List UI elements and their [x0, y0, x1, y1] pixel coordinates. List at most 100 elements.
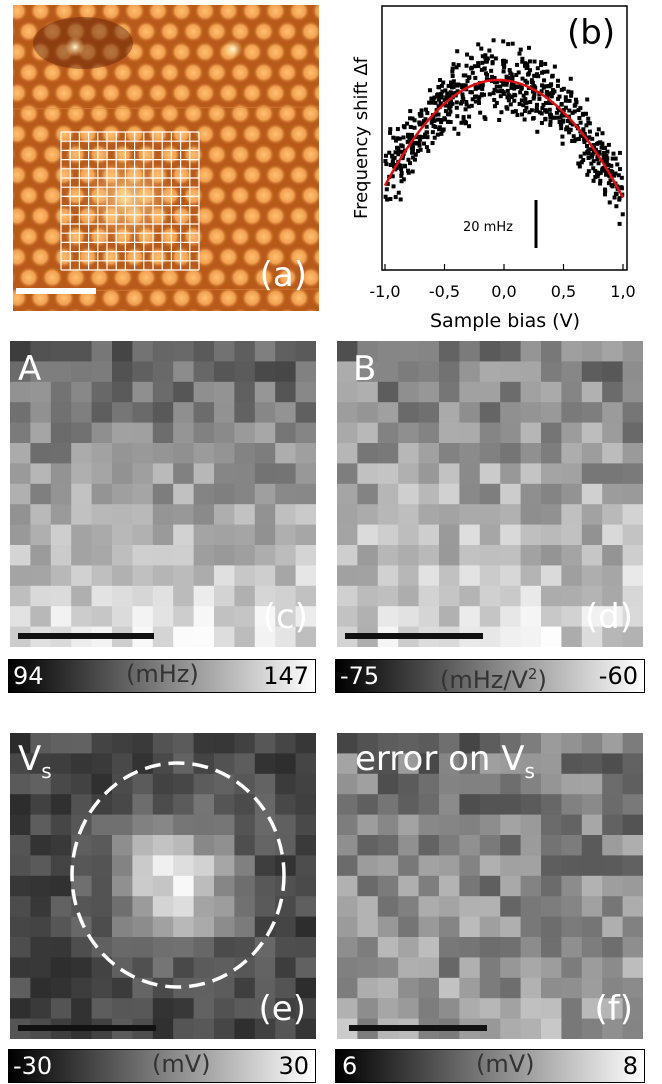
- panel-e-label: (e): [258, 989, 306, 1029]
- map-pixel: [152, 875, 174, 897]
- map-pixel: [152, 606, 174, 628]
- scatter-point: [591, 178, 596, 183]
- scatter-point: [605, 162, 610, 167]
- map-pixel: [254, 937, 276, 958]
- scatter-point: [527, 110, 532, 115]
- map-pixel: [132, 402, 154, 424]
- map-pixel: [152, 545, 174, 566]
- scatter-point: [447, 94, 452, 99]
- map-pixel: [91, 814, 113, 836]
- scatter-point: [384, 162, 389, 167]
- scatter-point: [581, 158, 586, 163]
- map-pixel: [295, 463, 316, 485]
- map-pixel: [439, 896, 460, 918]
- map-pixel: [459, 835, 481, 856]
- stm-atom: [100, 5, 122, 22]
- map-pixel: [234, 937, 256, 958]
- stm-atom: [288, 164, 310, 186]
- map-pixel: [193, 794, 215, 816]
- scatter-point: [483, 55, 488, 60]
- map-pixel: [71, 937, 93, 958]
- map-pixel: [561, 402, 583, 424]
- scatter-point: [569, 90, 574, 95]
- scatter-point: [482, 66, 487, 71]
- map-pixel: [112, 733, 133, 754]
- map-pixel: [214, 733, 235, 754]
- map-pixel: [71, 606, 93, 628]
- scatter-point: [577, 116, 582, 121]
- scatter-point: [439, 95, 444, 100]
- scan-line: [13, 106, 319, 110]
- scatter-point: [593, 175, 598, 180]
- scatter-point: [529, 85, 534, 90]
- stm-atom: [264, 246, 287, 268]
- map-pixel: [50, 402, 72, 424]
- scatter-point: [546, 92, 551, 97]
- map-b-pixels: [337, 341, 643, 647]
- map-pixel: [357, 341, 379, 362]
- map-pixel: [10, 565, 31, 587]
- scatter-point: [532, 94, 537, 99]
- map-pixel: [254, 896, 276, 918]
- map-pixel: [91, 524, 113, 546]
- stm-atom: [182, 20, 205, 43]
- scatter-point: [589, 161, 594, 166]
- map-pixel: [602, 545, 624, 566]
- map-pixel: [275, 733, 297, 754]
- scatter-point: [385, 197, 390, 202]
- map-pixel: [541, 545, 562, 566]
- map-pixel: [91, 443, 113, 464]
- scatter-point: [547, 107, 552, 112]
- map-pixel: [234, 773, 256, 795]
- map-pixel: [418, 422, 440, 444]
- map-pixel: [214, 463, 235, 485]
- scatter-point: [539, 111, 544, 116]
- scatter-point: [539, 120, 544, 125]
- scatter-point: [522, 117, 527, 122]
- map-pixel: [459, 916, 481, 938]
- scatter-point: [540, 83, 545, 88]
- map-pixel: [275, 753, 297, 775]
- map-pixel: [622, 524, 643, 546]
- map-pixel: [541, 463, 562, 485]
- map-pixel: [275, 422, 297, 444]
- scatter-point: [436, 85, 441, 90]
- map-pixel: [377, 753, 399, 775]
- scatter-point: [439, 91, 444, 96]
- scatter-point: [527, 59, 532, 64]
- map-pixel: [254, 855, 276, 877]
- map-pixel: [112, 381, 133, 403]
- map-pixel: [71, 483, 93, 505]
- map-pixel: [357, 916, 379, 938]
- scatter-point: [615, 162, 620, 167]
- map-pixel: [91, 753, 113, 775]
- map-pixel: [50, 794, 72, 816]
- scatter-point: [399, 167, 404, 172]
- scatter-point: [521, 93, 526, 98]
- map-pixel: [234, 875, 256, 897]
- scatter-point: [607, 173, 612, 178]
- scatter-point: [469, 90, 474, 95]
- map-pixel: [295, 937, 316, 958]
- x-axis-label: Sample bias (V): [430, 310, 580, 332]
- map-pixel: [275, 773, 297, 795]
- map-pixel: [602, 1018, 624, 1039]
- map-pixel: [295, 977, 316, 999]
- scatter-point: [397, 163, 402, 168]
- map-pixel: [500, 443, 522, 464]
- map-pixel: [152, 402, 174, 424]
- map-pixel: [152, 835, 174, 856]
- colorbar-d-unit-base: (mHz/V: [440, 666, 528, 694]
- map-pixel: [193, 875, 215, 897]
- scatter-point: [535, 129, 540, 134]
- scatter-point: [545, 69, 550, 74]
- stm-atom: [252, 184, 275, 207]
- map-pixel: [91, 483, 113, 505]
- map-pixel: [112, 565, 133, 587]
- map-pixel: [581, 545, 603, 566]
- map-pixel: [439, 606, 460, 628]
- map-pixel: [377, 998, 399, 1020]
- stm-atom: [123, 41, 146, 63]
- map-pixel: [418, 483, 440, 505]
- map-pixel: [541, 835, 562, 856]
